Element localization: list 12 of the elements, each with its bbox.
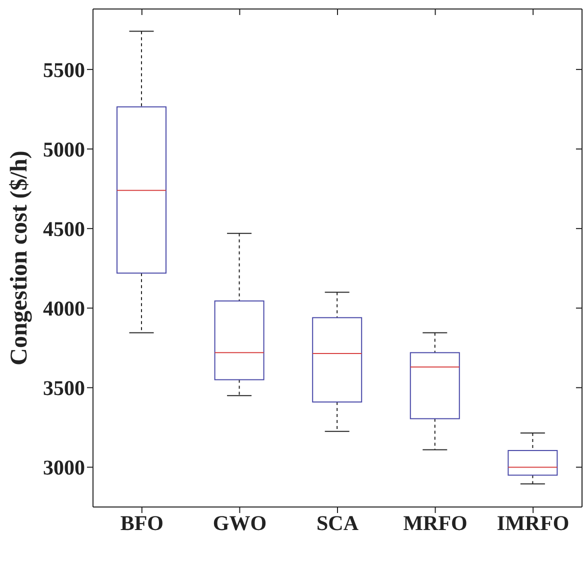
y-axis-title: Congestion cost ($/h) — [6, 150, 33, 366]
x-tick-label: MRFO — [403, 510, 468, 535]
y-tick-label: 5500 — [43, 58, 85, 82]
y-tick-label: 4500 — [43, 217, 85, 242]
y-tick-label: 3500 — [43, 376, 85, 400]
y-tick-label: 4000 — [43, 296, 85, 321]
x-tick-label: BFO — [120, 510, 164, 535]
x-tick-label: SCA — [316, 510, 360, 535]
x-tick-label: IMRFO — [496, 510, 570, 535]
x-tick-label: GWO — [212, 510, 267, 535]
y-tick-label: 5000 — [43, 137, 85, 162]
y-tick-label: 3000 — [43, 456, 85, 480]
